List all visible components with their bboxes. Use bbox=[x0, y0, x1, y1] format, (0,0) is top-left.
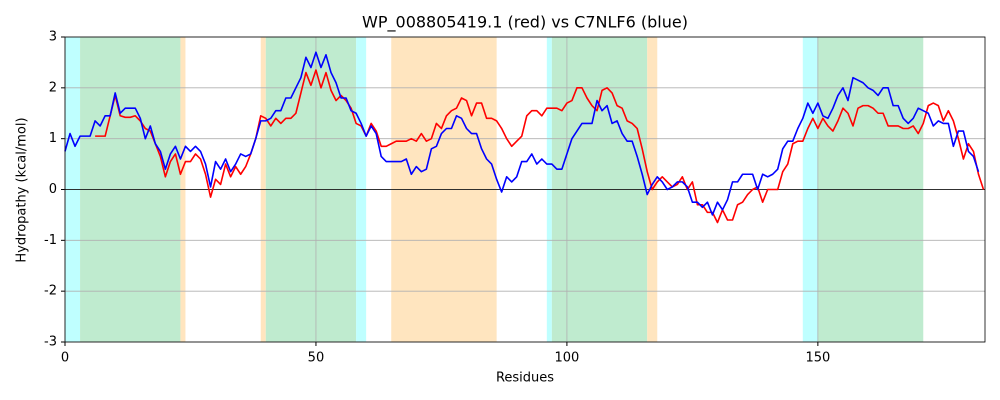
series-line bbox=[95, 69, 985, 224]
y-axis-label: Hydropathy (kcal/mol) bbox=[15, 117, 30, 262]
chart-title: WP_008805419.1 (red) vs C7NLF6 (blue) bbox=[362, 13, 688, 33]
y-tick-label: 3 bbox=[49, 30, 57, 45]
x-axis-label: Residues bbox=[496, 371, 554, 386]
x-tick-label: 0 bbox=[61, 351, 69, 366]
y-tick-label: -3 bbox=[44, 335, 57, 350]
y-tick-label: 0 bbox=[49, 182, 57, 197]
x-tick-label: 100 bbox=[554, 351, 579, 366]
y-tick-label: 1 bbox=[49, 131, 57, 146]
y-tick-label: -2 bbox=[44, 284, 57, 299]
x-tick-label: 50 bbox=[308, 351, 325, 366]
series-line bbox=[64, 51, 980, 216]
x-tick-label: 150 bbox=[805, 351, 830, 366]
plot-frame bbox=[64, 36, 986, 343]
y-tick-label: -1 bbox=[44, 233, 57, 248]
y-tick-label: 2 bbox=[49, 80, 57, 95]
